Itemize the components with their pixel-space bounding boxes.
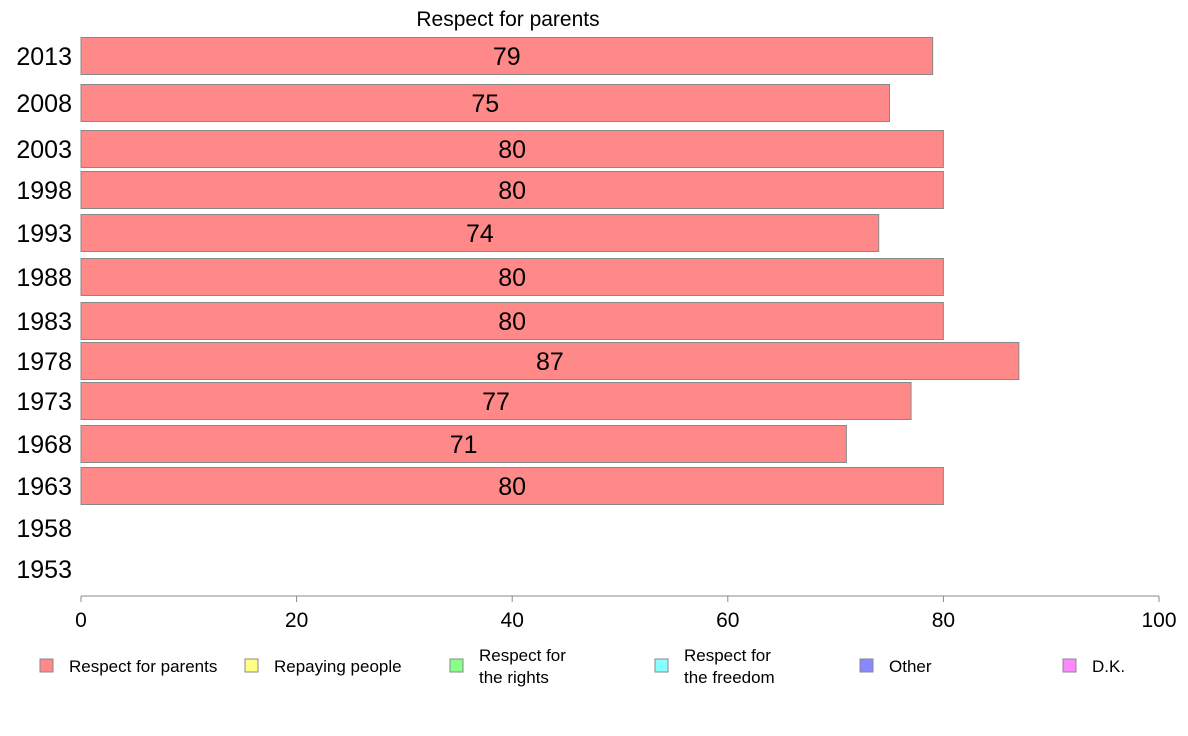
legend-label: Respect for parents	[69, 657, 217, 676]
legend-item: Respect for the freedom	[654, 646, 775, 687]
legend-swatch	[39, 658, 54, 673]
legend-item: Respect for the rights	[449, 646, 566, 687]
legend-label: Respect for	[684, 646, 771, 665]
legend-swatch	[1062, 658, 1077, 673]
year-label: 1973	[16, 388, 72, 416]
legend-swatch	[654, 658, 669, 673]
bar	[80, 467, 944, 505]
bar	[80, 302, 944, 340]
bar	[80, 258, 944, 296]
year-label: 1958	[16, 515, 72, 543]
chart-title: Respect for parents	[416, 8, 599, 31]
legend-label: D.K.	[1092, 657, 1125, 676]
bar-value-label: 80	[498, 177, 526, 205]
bar-value-label: 80	[498, 473, 526, 501]
bar	[80, 84, 890, 122]
bar	[80, 382, 912, 420]
bar-value-label: 80	[498, 136, 526, 164]
x-tick-label: 80	[932, 609, 955, 632]
bar-value-label: 75	[471, 90, 499, 118]
bar	[80, 37, 934, 75]
bar	[80, 342, 1020, 380]
legend-swatch	[244, 658, 259, 673]
legend-item: D.K.	[1062, 657, 1125, 676]
year-label: 1963	[16, 473, 72, 501]
year-label: 1988	[16, 264, 72, 292]
bar-value-label: 79	[493, 43, 521, 71]
year-label: 1993	[16, 220, 72, 248]
x-tick-label: 0	[75, 609, 87, 632]
legend-swatch	[449, 658, 464, 673]
x-axis: 0 20 40 60 80 100	[75, 595, 1177, 632]
legend-item: Respect for parents	[39, 657, 217, 676]
bar-value-label: 77	[482, 388, 510, 416]
bar-value-label: 80	[498, 264, 526, 292]
x-tick-label: 100	[1141, 609, 1176, 632]
year-label: 2013	[16, 43, 72, 71]
legend-label: the rights	[479, 668, 549, 687]
bar-value-label: 80	[498, 308, 526, 336]
legend-label: the freedom	[684, 668, 775, 687]
bar	[80, 130, 944, 168]
legend-item: Other	[859, 657, 932, 676]
year-label: 1968	[16, 431, 72, 459]
bar-value-label: 87	[536, 348, 564, 376]
x-tick-label: 20	[285, 609, 308, 632]
bar	[80, 171, 944, 209]
year-labels: 2013 2008 2003 1998 1993 1988 1983 1978 1973 1968…	[16, 43, 72, 584]
year-label: 1978	[16, 348, 72, 376]
legend-swatch	[859, 658, 874, 673]
legend: Respect for parents Repaying people Respec…	[39, 646, 1125, 687]
bar	[80, 214, 880, 252]
legend-label: Respect for	[479, 646, 566, 665]
x-tick-label: 40	[501, 609, 524, 632]
legend-item: Repaying people	[244, 657, 402, 676]
x-tick-label: 60	[716, 609, 739, 632]
year-label: 1998	[16, 177, 72, 205]
bar-value-label: 71	[450, 431, 478, 459]
legend-label: Repaying people	[274, 657, 402, 676]
year-label: 2003	[16, 136, 72, 164]
legend-label: Other	[889, 657, 932, 676]
bar-value-label: 74	[466, 220, 494, 248]
bar	[80, 425, 847, 463]
year-label: 1953	[16, 556, 72, 584]
year-label: 1983	[16, 308, 72, 336]
year-label: 2008	[16, 90, 72, 118]
